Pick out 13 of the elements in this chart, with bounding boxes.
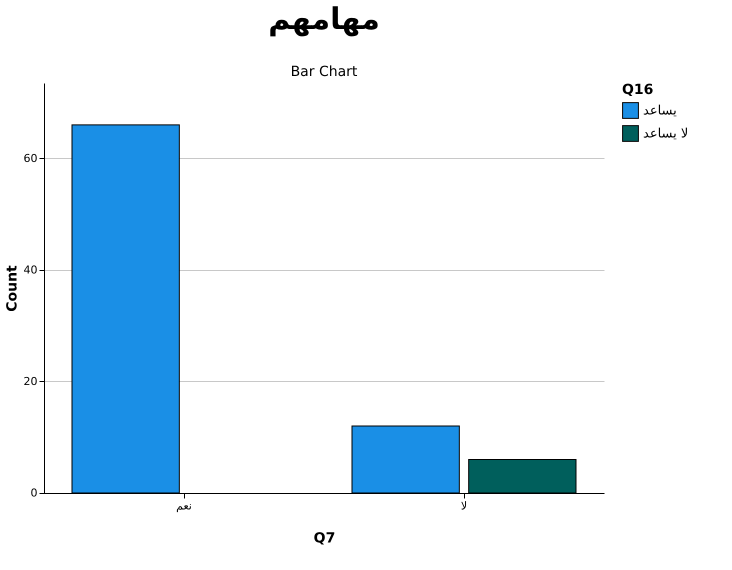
chart-title: مهامهم — [268, 2, 380, 37]
legend-title: Q16 — [622, 82, 654, 98]
legend-label: لا يساعد — [643, 126, 688, 142]
x-tick-label: نعم — [176, 500, 192, 512]
y-tick-label: 40 — [24, 263, 38, 276]
y-tick-label: 60 — [24, 152, 38, 165]
chart-subtitle: Bar Chart — [290, 64, 358, 80]
x-tick-label: لا — [460, 500, 468, 512]
y-tick-label: 0 — [30, 486, 38, 500]
x-axis-title: Q7 — [314, 530, 336, 546]
y-tick-label: 20 — [24, 374, 38, 388]
y-axis-title: Count — [4, 264, 21, 312]
legend-label: يساعد — [643, 104, 678, 118]
